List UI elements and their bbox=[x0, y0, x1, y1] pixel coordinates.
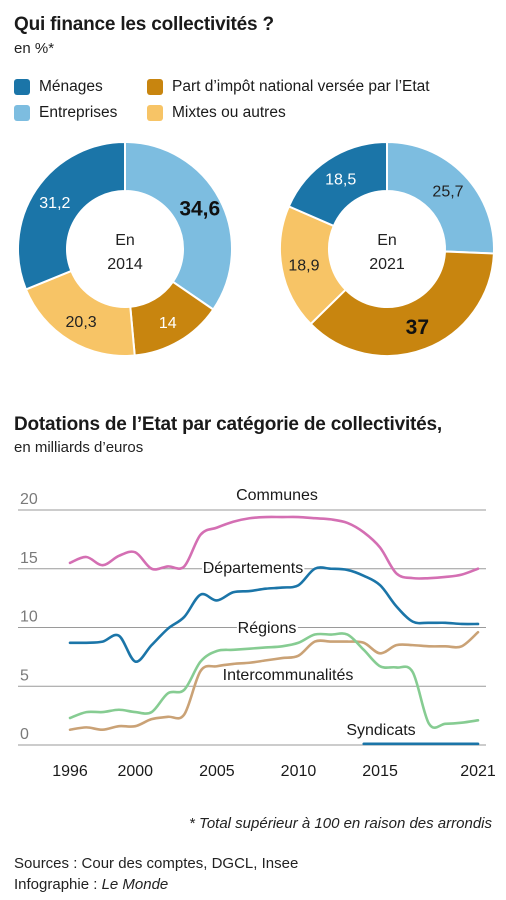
legend-label-menages: Ménages bbox=[39, 78, 103, 95]
donut-2014-label-menages: 31,2 bbox=[39, 195, 70, 212]
series-label-regions: Régions bbox=[238, 620, 297, 637]
legend-swatch-menages bbox=[14, 79, 30, 95]
series-label-departements: Départements bbox=[203, 560, 304, 577]
sources: Sources : Cour des comptes, DGCL, Insee … bbox=[14, 853, 298, 895]
donut-legend: Ménages Entreprises Part d’impôt nationa… bbox=[14, 78, 504, 128]
donut-2014-center-line1: En bbox=[115, 232, 135, 249]
legend-label-mixtes: Mixtes ou autres bbox=[172, 104, 286, 121]
x-tick-label-1996: 1996 bbox=[52, 763, 88, 780]
legend-swatch-impot-national bbox=[147, 79, 163, 95]
footnote: * Total supérieur à 100 en raison des ar… bbox=[189, 815, 492, 832]
series-line-communes bbox=[68, 515, 480, 580]
series-label-communes: Communes bbox=[236, 487, 318, 504]
series-line-departements bbox=[68, 566, 480, 663]
legend-swatch-mixtes bbox=[147, 105, 163, 121]
donut-chart-2021: 25,7 37 18,9 18,5 En 2021 bbox=[279, 140, 495, 357]
y-tick-label-0: 0 bbox=[20, 726, 29, 743]
series-line-intercommunalites bbox=[68, 632, 480, 729]
series-label-intercommunalites: Intercommunalités bbox=[223, 667, 354, 684]
credit-line: Infographie : Le Monde bbox=[14, 874, 298, 895]
donut-2014-slice-menages bbox=[17, 140, 126, 291]
donut-2014-label-mixtes-ou-autres: 20,3 bbox=[66, 314, 97, 331]
donut-2014-label-entreprises: 34,6 bbox=[179, 198, 220, 221]
donut-2021-label-entreprises: 25,7 bbox=[432, 184, 463, 201]
credit-brand: Le Monde bbox=[101, 876, 169, 893]
line-chart: 0 5 10 15 20 Communes Départements Régions Inter… bbox=[18, 485, 496, 780]
y-tick-label-10: 10 bbox=[20, 609, 38, 626]
x-tick-label-2021: 2021 bbox=[460, 763, 496, 780]
series-label-syndicats: Syndicats bbox=[346, 722, 415, 739]
legend-item-mixtes: Mixtes ou autres bbox=[147, 104, 286, 122]
series-line-regions bbox=[68, 630, 480, 732]
donut-2021-center-line1: En bbox=[377, 232, 397, 249]
legend-swatch-entreprises bbox=[14, 105, 30, 121]
legend-label-impot-national: Part d’impôt national versée par l’Etat bbox=[172, 78, 430, 95]
donut-2014-center-line2: 2014 bbox=[107, 256, 143, 273]
donut-2021-label-mixtes-ou-autres: 18,9 bbox=[288, 257, 319, 274]
donut-section-subtitle: en %* bbox=[14, 40, 55, 57]
x-tick-label-2000: 2000 bbox=[117, 763, 153, 780]
donut-2021-label-part-d-impot-national-versee-par-l-etat: 37 bbox=[406, 316, 429, 339]
y-tick-label-5: 5 bbox=[20, 667, 29, 684]
x-tick-label-2005: 2005 bbox=[199, 763, 235, 780]
donut-2021-slice-entreprises bbox=[386, 140, 495, 255]
y-tick-label-20: 20 bbox=[20, 491, 38, 508]
donut-chart-2014: 34,6 14 20,3 31,2 En 2014 bbox=[17, 140, 233, 357]
legend-label-entreprises: Entreprises bbox=[39, 104, 118, 121]
donut-2014-slice-entreprises bbox=[124, 140, 233, 311]
credit-prefix: Infographie : bbox=[14, 876, 102, 893]
donut-2021-label-menages: 18,5 bbox=[325, 171, 356, 188]
donut-section-title: Qui finance les collectivités ? bbox=[14, 14, 274, 35]
donut-2021-slice-menages bbox=[287, 140, 388, 228]
x-tick-label-2010: 2010 bbox=[281, 763, 317, 780]
legend-item-menages: Ménages bbox=[14, 78, 103, 96]
sources-line: Sources : Cour des comptes, DGCL, Insee bbox=[14, 855, 299, 872]
line-section-subtitle: en milliards d’euros bbox=[14, 439, 144, 456]
donut-2014-label-part-d-impot-national-versee-par-l-etat: 14 bbox=[159, 315, 177, 332]
legend-item-impot-national: Part d’impôt national versée par l’Etat bbox=[147, 78, 430, 96]
line-section-title: Dotations de l’Etat par catégorie de col… bbox=[14, 414, 442, 435]
x-tick-label-2015: 2015 bbox=[362, 763, 398, 780]
donut-2021-slice-part-d-impot-national-versee-par-l-etat bbox=[309, 250, 495, 357]
legend-item-entreprises: Entreprises bbox=[14, 104, 117, 122]
donut-2021-center-line2: 2021 bbox=[369, 256, 405, 273]
y-tick-label-15: 15 bbox=[20, 550, 38, 567]
